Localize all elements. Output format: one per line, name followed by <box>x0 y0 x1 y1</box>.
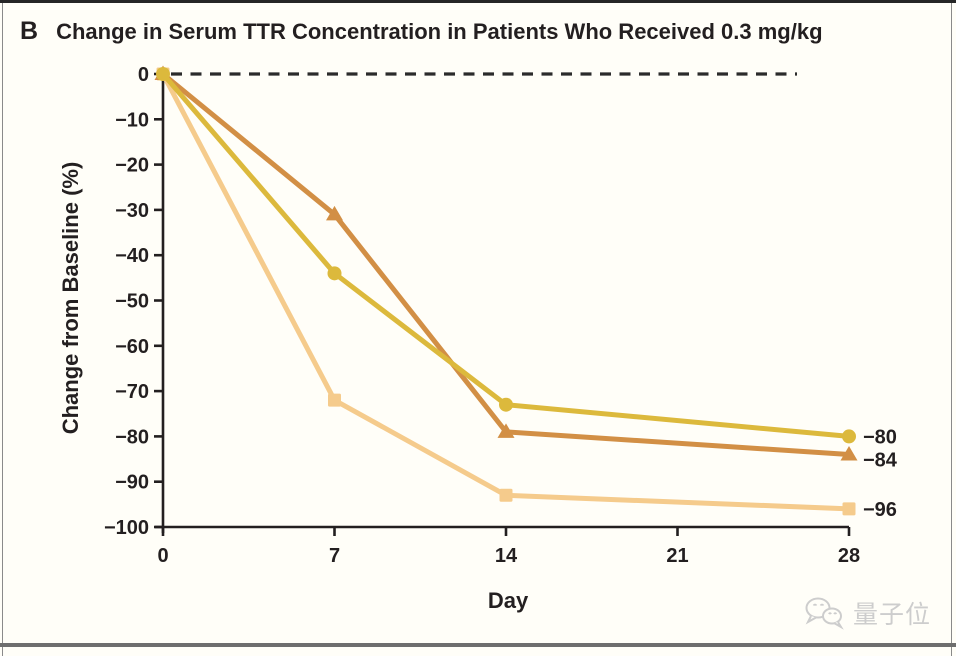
axis-lines <box>155 74 849 533</box>
end-label-patient-triangle: −84 <box>863 449 898 471</box>
x-tick-label: 21 <box>666 545 688 567</box>
marker-circle <box>499 397 513 412</box>
marker-triangle <box>326 205 343 221</box>
marker-square <box>328 393 341 407</box>
frame-right-border <box>951 3 952 656</box>
x-tick-label: 14 <box>495 545 518 567</box>
end-label-patient-circle: −80 <box>863 426 897 448</box>
marker-square <box>842 502 856 516</box>
watermark-text: 量子位 <box>853 601 932 629</box>
panel-header: B Change in Serum TTR Concentration in Pa… <box>20 17 823 46</box>
end-label-patient-square: −96 <box>863 499 897 521</box>
marker-circle <box>327 266 342 281</box>
y-tick-label: −60 <box>115 336 149 358</box>
series-line-patient-circle <box>160 71 852 439</box>
y-tick-label: −90 <box>115 472 149 494</box>
frame-bottom-border <box>0 643 956 647</box>
panel-title: Change in Serum TTR Concentration in Pat… <box>56 19 823 44</box>
x-tick-label: 0 <box>157 545 168 567</box>
y-tick-label: 0 <box>138 64 149 86</box>
frame-top-border <box>0 0 956 3</box>
y-tick-label: −30 <box>115 200 149 222</box>
y-tick-label: −80 <box>115 426 149 448</box>
watermark: 量子位 <box>804 595 931 631</box>
series-line-patient-square <box>160 71 852 512</box>
marker-circle <box>842 429 856 444</box>
marker-triangle <box>497 423 515 438</box>
panel-letter: B <box>20 17 39 45</box>
y-tick-label: −20 <box>115 155 149 177</box>
y-tick-label: −50 <box>115 291 149 313</box>
marker-triangle <box>840 446 858 461</box>
y-tick-label: −100 <box>104 517 149 539</box>
marker-square <box>499 488 513 502</box>
y-tick-label: −40 <box>115 245 149 267</box>
x-tick-label: 28 <box>838 545 860 567</box>
x-tick-label: 7 <box>329 545 340 567</box>
y-tick-label: −10 <box>115 109 149 131</box>
marker-circle <box>156 67 170 81</box>
y-tick-label: −70 <box>115 381 149 403</box>
frame-left-border <box>2 3 3 656</box>
series-line-patient-triangle <box>160 71 852 458</box>
wechat-chat-bubbles-icon <box>805 597 844 630</box>
x-axis-title: Day <box>487 588 529 613</box>
